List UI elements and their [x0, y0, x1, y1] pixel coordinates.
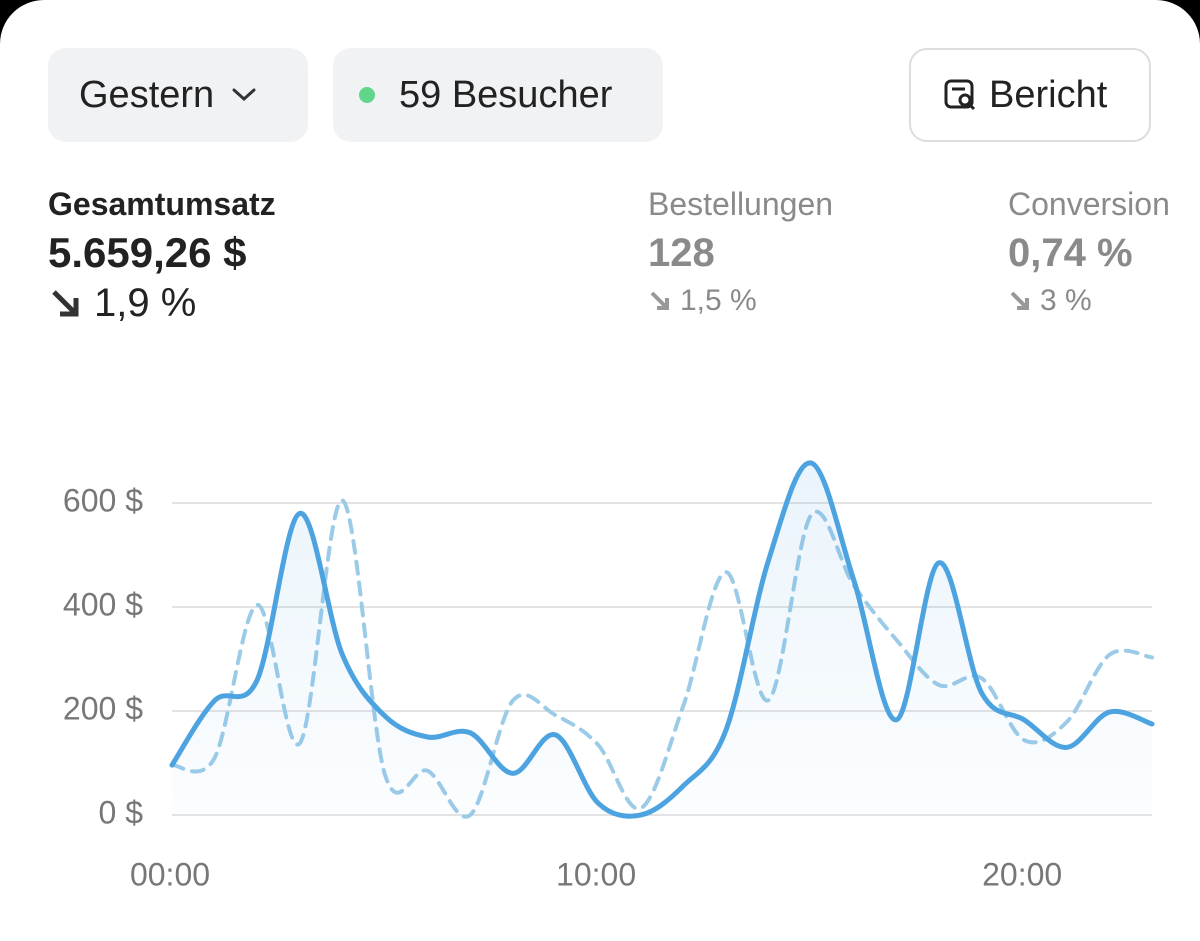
change-text: 1,9 % — [94, 281, 197, 325]
x-tick-label: 20:00 — [982, 856, 1062, 892]
series-area — [172, 462, 1152, 817]
change-text: 1,5 % — [680, 284, 757, 317]
metric-conversion: Conversion 0,74 % 3 % — [1008, 186, 1170, 318]
metric-label: Gesamtumsatz — [48, 186, 276, 222]
chevron-icon — [232, 88, 256, 102]
metric-change: 1,9 % — [48, 281, 276, 326]
report-icon — [944, 79, 976, 111]
x-tick-label: 10:00 — [556, 856, 636, 892]
y-tick-label: 200 $ — [63, 690, 143, 726]
metric-total: Gesamtumsatz 5.659,26 $ 1,9 % — [48, 186, 276, 326]
report-button[interactable]: Bericht — [909, 48, 1151, 142]
metric-orders: Bestellungen 128 1,5 % — [648, 186, 833, 318]
visitors-badge[interactable]: 59 Besucher — [333, 48, 663, 142]
live-dot — [359, 87, 375, 103]
metric-value: 128 — [648, 231, 715, 275]
y-tick-label: 600 $ — [63, 482, 143, 518]
down-arrow-icon — [650, 291, 669, 310]
period-label: Gestern — [79, 73, 215, 116]
metric-value: 5.659,26 $ — [48, 229, 247, 276]
change-text: 3 % — [1040, 284, 1092, 317]
metric-change: 3 % — [1008, 284, 1170, 318]
down-arrow-icon — [1010, 291, 1029, 310]
down-arrow-icon — [52, 289, 79, 316]
x-tick-label: 00:00 — [130, 856, 210, 892]
metric-value: 0,74 % — [1008, 231, 1133, 275]
series-line — [169, 460, 1155, 819]
metric-label: Bestellungen — [648, 186, 834, 222]
report-label: Bericht — [989, 73, 1108, 116]
y-tick-label: 400 $ — [63, 586, 143, 622]
y-tick-label: 0 $ — [99, 794, 144, 830]
metric-label: Conversion — [1008, 186, 1170, 222]
metric-change: 1,5 % — [648, 284, 833, 318]
visitors-label: 59 Besucher — [399, 73, 613, 116]
period-dropdown[interactable]: Gestern — [48, 48, 308, 142]
